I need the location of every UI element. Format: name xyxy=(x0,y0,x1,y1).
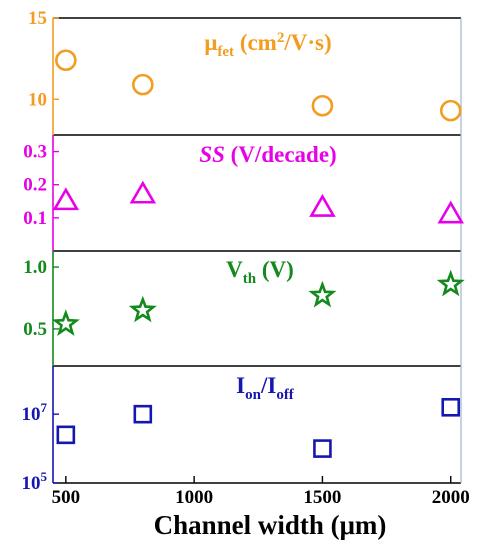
x-tick-label: 1500 xyxy=(303,487,341,508)
vth-y-tick-label: 1.0 xyxy=(23,257,47,278)
ionoff-panel-title: Ion/Ioff xyxy=(236,373,295,403)
vth-data-point xyxy=(308,280,337,308)
ss-y-tick-label: 0.2 xyxy=(23,175,47,196)
ss-y-tick-label: 0.3 xyxy=(23,142,47,163)
mu-data-point xyxy=(55,49,77,72)
x-axis-label: Channel width (μm) xyxy=(154,510,387,540)
ss-data-point xyxy=(52,187,80,211)
mu-y-tick-label: 10 xyxy=(28,89,47,110)
ionoff-y-tick-label: 107 xyxy=(22,400,48,425)
ss-data-point xyxy=(129,180,157,204)
ionoff-data-point xyxy=(441,397,461,417)
vth-data-point xyxy=(436,269,465,297)
ss-data-point xyxy=(309,193,336,217)
mu-data-point xyxy=(311,94,334,117)
mu-panel-title: μfet (cm2/V·s) xyxy=(204,30,331,60)
ss-panel-title: SS (V/decade) xyxy=(199,142,336,167)
ss-data-point xyxy=(437,200,464,224)
x-tick-label: 500 xyxy=(52,487,81,508)
mu-data-point xyxy=(132,73,154,96)
ss-y-tick-label: 0.1 xyxy=(23,208,47,229)
vth-data-point xyxy=(51,309,80,336)
ionoff-y-tick-label: 105 xyxy=(22,469,48,494)
mu-data-point xyxy=(439,99,462,122)
ionoff-data-point xyxy=(313,439,332,458)
x-tick-label: 2000 xyxy=(432,487,470,508)
ionoff-data-point xyxy=(133,404,153,424)
x-tick-label: 1000 xyxy=(175,487,213,508)
ionoff-data-point xyxy=(56,425,76,445)
vth-y-tick-label: 0.5 xyxy=(23,319,47,340)
mu-y-tick-label: 15 xyxy=(28,8,47,29)
vth-panel-title: Vth (V) xyxy=(226,257,294,287)
vth-data-point xyxy=(128,295,157,323)
